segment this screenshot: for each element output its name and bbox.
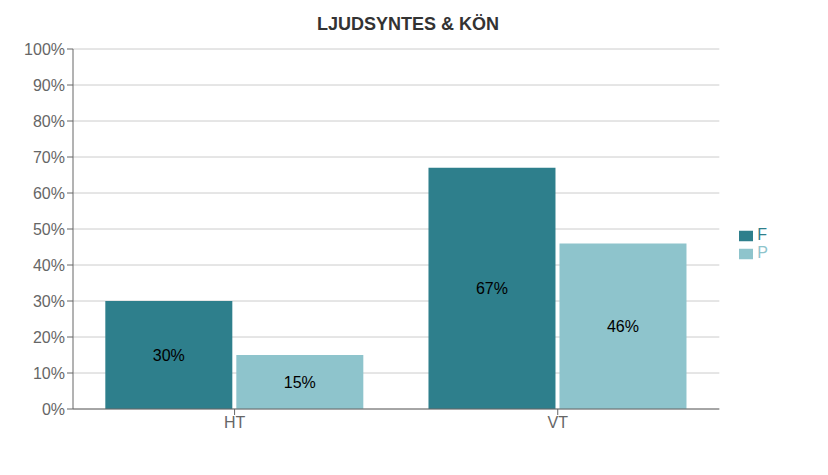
svg-text:40%: 40%: [33, 257, 65, 274]
svg-text:67%: 67%: [476, 280, 508, 297]
svg-text:50%: 50%: [33, 221, 65, 238]
svg-text:HT: HT: [224, 414, 246, 431]
svg-text:100%: 100%: [24, 41, 65, 58]
svg-text:60%: 60%: [33, 185, 65, 202]
svg-text:70%: 70%: [33, 149, 65, 166]
svg-text:20%: 20%: [33, 329, 65, 346]
svg-text:30%: 30%: [153, 347, 185, 364]
html-text:F: F: [757, 226, 768, 243]
svg-text:80%: 80%: [33, 113, 65, 130]
html-text:P: P: [757, 244, 768, 261]
svg-text:46%: 46%: [607, 318, 639, 335]
svg-text:10%: 10%: [33, 365, 65, 382]
svg-text:90%: 90%: [33, 77, 65, 94]
svg-text:0%: 0%: [42, 401, 65, 418]
html-text:LJUDSYNTES & KÖN: LJUDSYNTES & KÖN: [317, 14, 499, 34]
svg-text:15%: 15%: [284, 374, 316, 391]
svg-text:30%: 30%: [33, 293, 65, 310]
svg-text:VT: VT: [548, 414, 569, 431]
